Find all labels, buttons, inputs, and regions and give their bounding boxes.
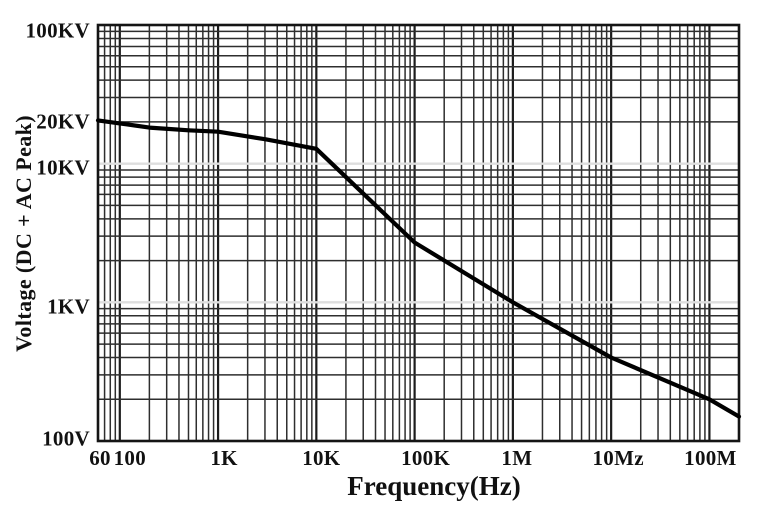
x-tick-label: 100 — [113, 446, 146, 470]
plot-border — [96, 23, 741, 443]
x-tick-label: 1M — [501, 446, 533, 470]
y-tick-label: 10KV — [36, 155, 90, 180]
derating-curve — [95, 118, 742, 419]
y-axis-tick-labels: 100V 1KV 10KV 20KV 100KV — [0, 0, 92, 512]
x-tick-label: 60 — [89, 446, 111, 470]
y-tick-label: 1KV — [47, 294, 90, 319]
x-tick-label: 100K — [401, 446, 451, 470]
x-axis-title: Frequency(Hz) — [347, 471, 521, 501]
x-tick-label: 10K — [302, 446, 341, 470]
x-tick-label: 100M — [684, 446, 737, 470]
x-tick-label: 10Mz — [592, 446, 644, 470]
y-tick-label: 100V — [42, 426, 90, 451]
y-tick-label: 20KV — [36, 109, 90, 134]
y-tick-label: 100KV — [25, 18, 90, 43]
x-tick-label: 1K — [210, 446, 238, 470]
